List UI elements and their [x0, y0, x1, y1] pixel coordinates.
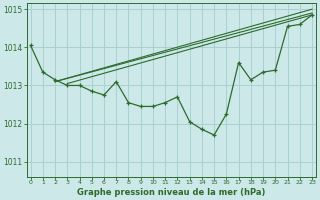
- X-axis label: Graphe pression niveau de la mer (hPa): Graphe pression niveau de la mer (hPa): [77, 188, 266, 197]
